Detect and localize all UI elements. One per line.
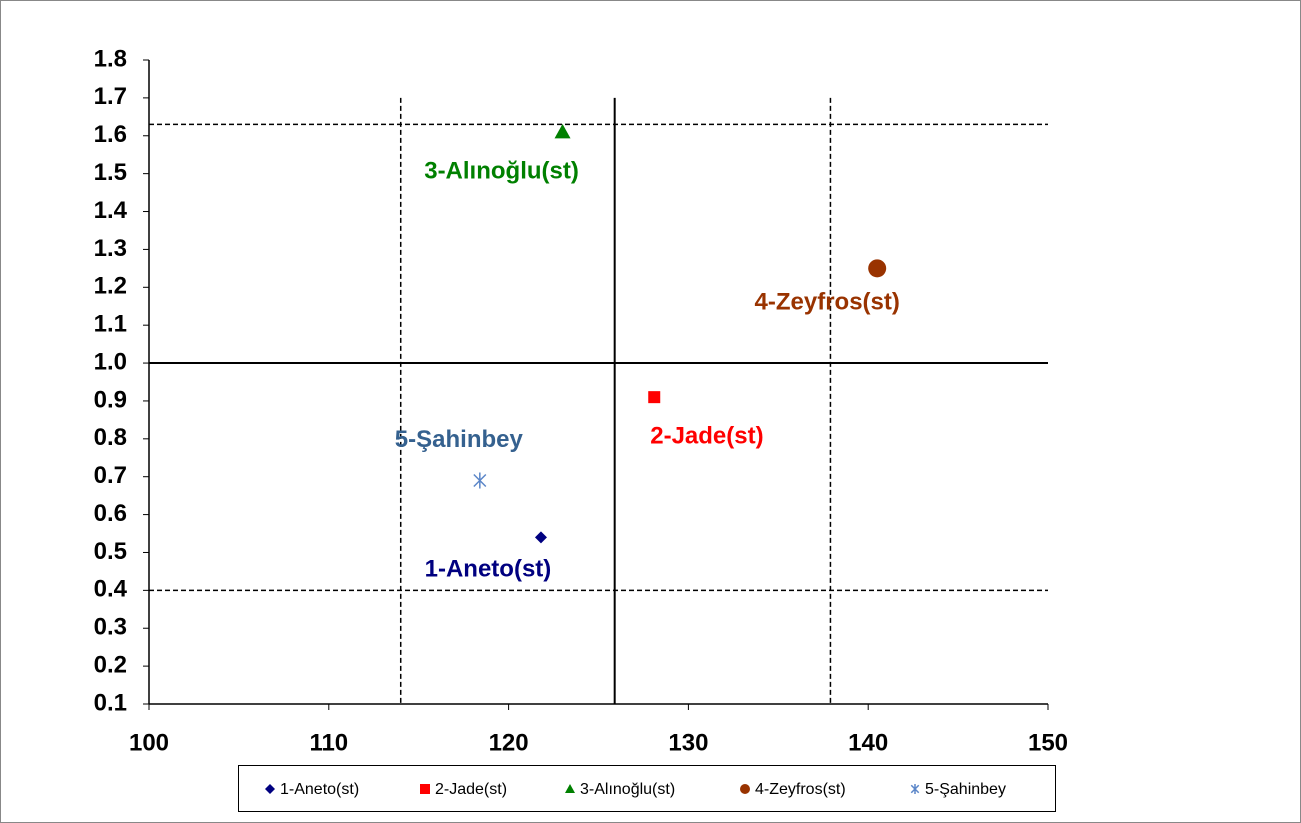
marker (740, 784, 750, 794)
point-label: 1-Aneto(st) (425, 556, 552, 583)
x-tick-label: 120 (489, 729, 529, 756)
y-tick-label: 0.3 (94, 614, 127, 641)
y-tick-label: 0.2 (94, 651, 127, 678)
y-tick-label: 0.4 (94, 576, 128, 603)
x-tick-label: 150 (1028, 729, 1068, 756)
point-label: 3-Alınoğlu(st) (424, 157, 579, 184)
y-tick-label: 0.6 (94, 500, 127, 527)
legend-item: 1-Aneto(st) (265, 781, 359, 798)
legend-label: 5-Şahinbey (925, 781, 1006, 798)
marker (565, 784, 575, 793)
marker (868, 259, 887, 278)
point-label: 2-Jade(st) (650, 422, 763, 449)
marker (554, 123, 571, 139)
y-tick-label: 0.7 (94, 462, 127, 489)
marker (534, 531, 547, 544)
x-tick-label: 130 (668, 729, 708, 756)
y-tick-label: 1.5 (94, 159, 127, 186)
legend-box (238, 765, 1056, 812)
legend-label: 1-Aneto(st) (280, 781, 359, 798)
legend-item: 5-Şahinbey (910, 781, 1006, 798)
marker (648, 391, 661, 404)
marker (265, 784, 275, 794)
legend-label: 4-Zeyfros(st) (755, 781, 846, 798)
y-tick-label: 1.2 (94, 273, 127, 300)
y-tick-label: 0.1 (94, 689, 127, 716)
legend-item: 3-Alınoğlu(st) (565, 781, 675, 798)
legend-label: 2-Jade(st) (435, 781, 507, 798)
y-tick-label: 1.7 (94, 83, 127, 110)
y-tick-label: 1.8 (94, 45, 127, 72)
y-tick-label: 0.5 (94, 538, 127, 565)
point-label: 5-Şahinbey (395, 426, 524, 453)
marker (420, 784, 430, 794)
x-tick-label: 100 (129, 729, 169, 756)
y-tick-label: 1.3 (94, 235, 127, 262)
y-tick-label: 0.9 (94, 386, 127, 413)
point-label: 4-Zeyfros(st) (755, 289, 900, 316)
y-tick-label: 0.8 (94, 424, 127, 451)
legend-label: 3-Alınoğlu(st) (580, 781, 675, 798)
marker (473, 472, 487, 489)
y-tick-label: 1.1 (94, 311, 127, 338)
marker (910, 784, 920, 794)
y-tick-label: 1.6 (94, 121, 127, 148)
legend-item: 2-Jade(st) (420, 781, 507, 798)
x-tick-label: 140 (848, 729, 888, 756)
legend-item: 4-Zeyfros(st) (740, 781, 846, 798)
x-tick-label: 110 (309, 729, 348, 756)
y-tick-label: 1.4 (94, 197, 128, 224)
y-tick-label: 1.0 (94, 348, 127, 375)
